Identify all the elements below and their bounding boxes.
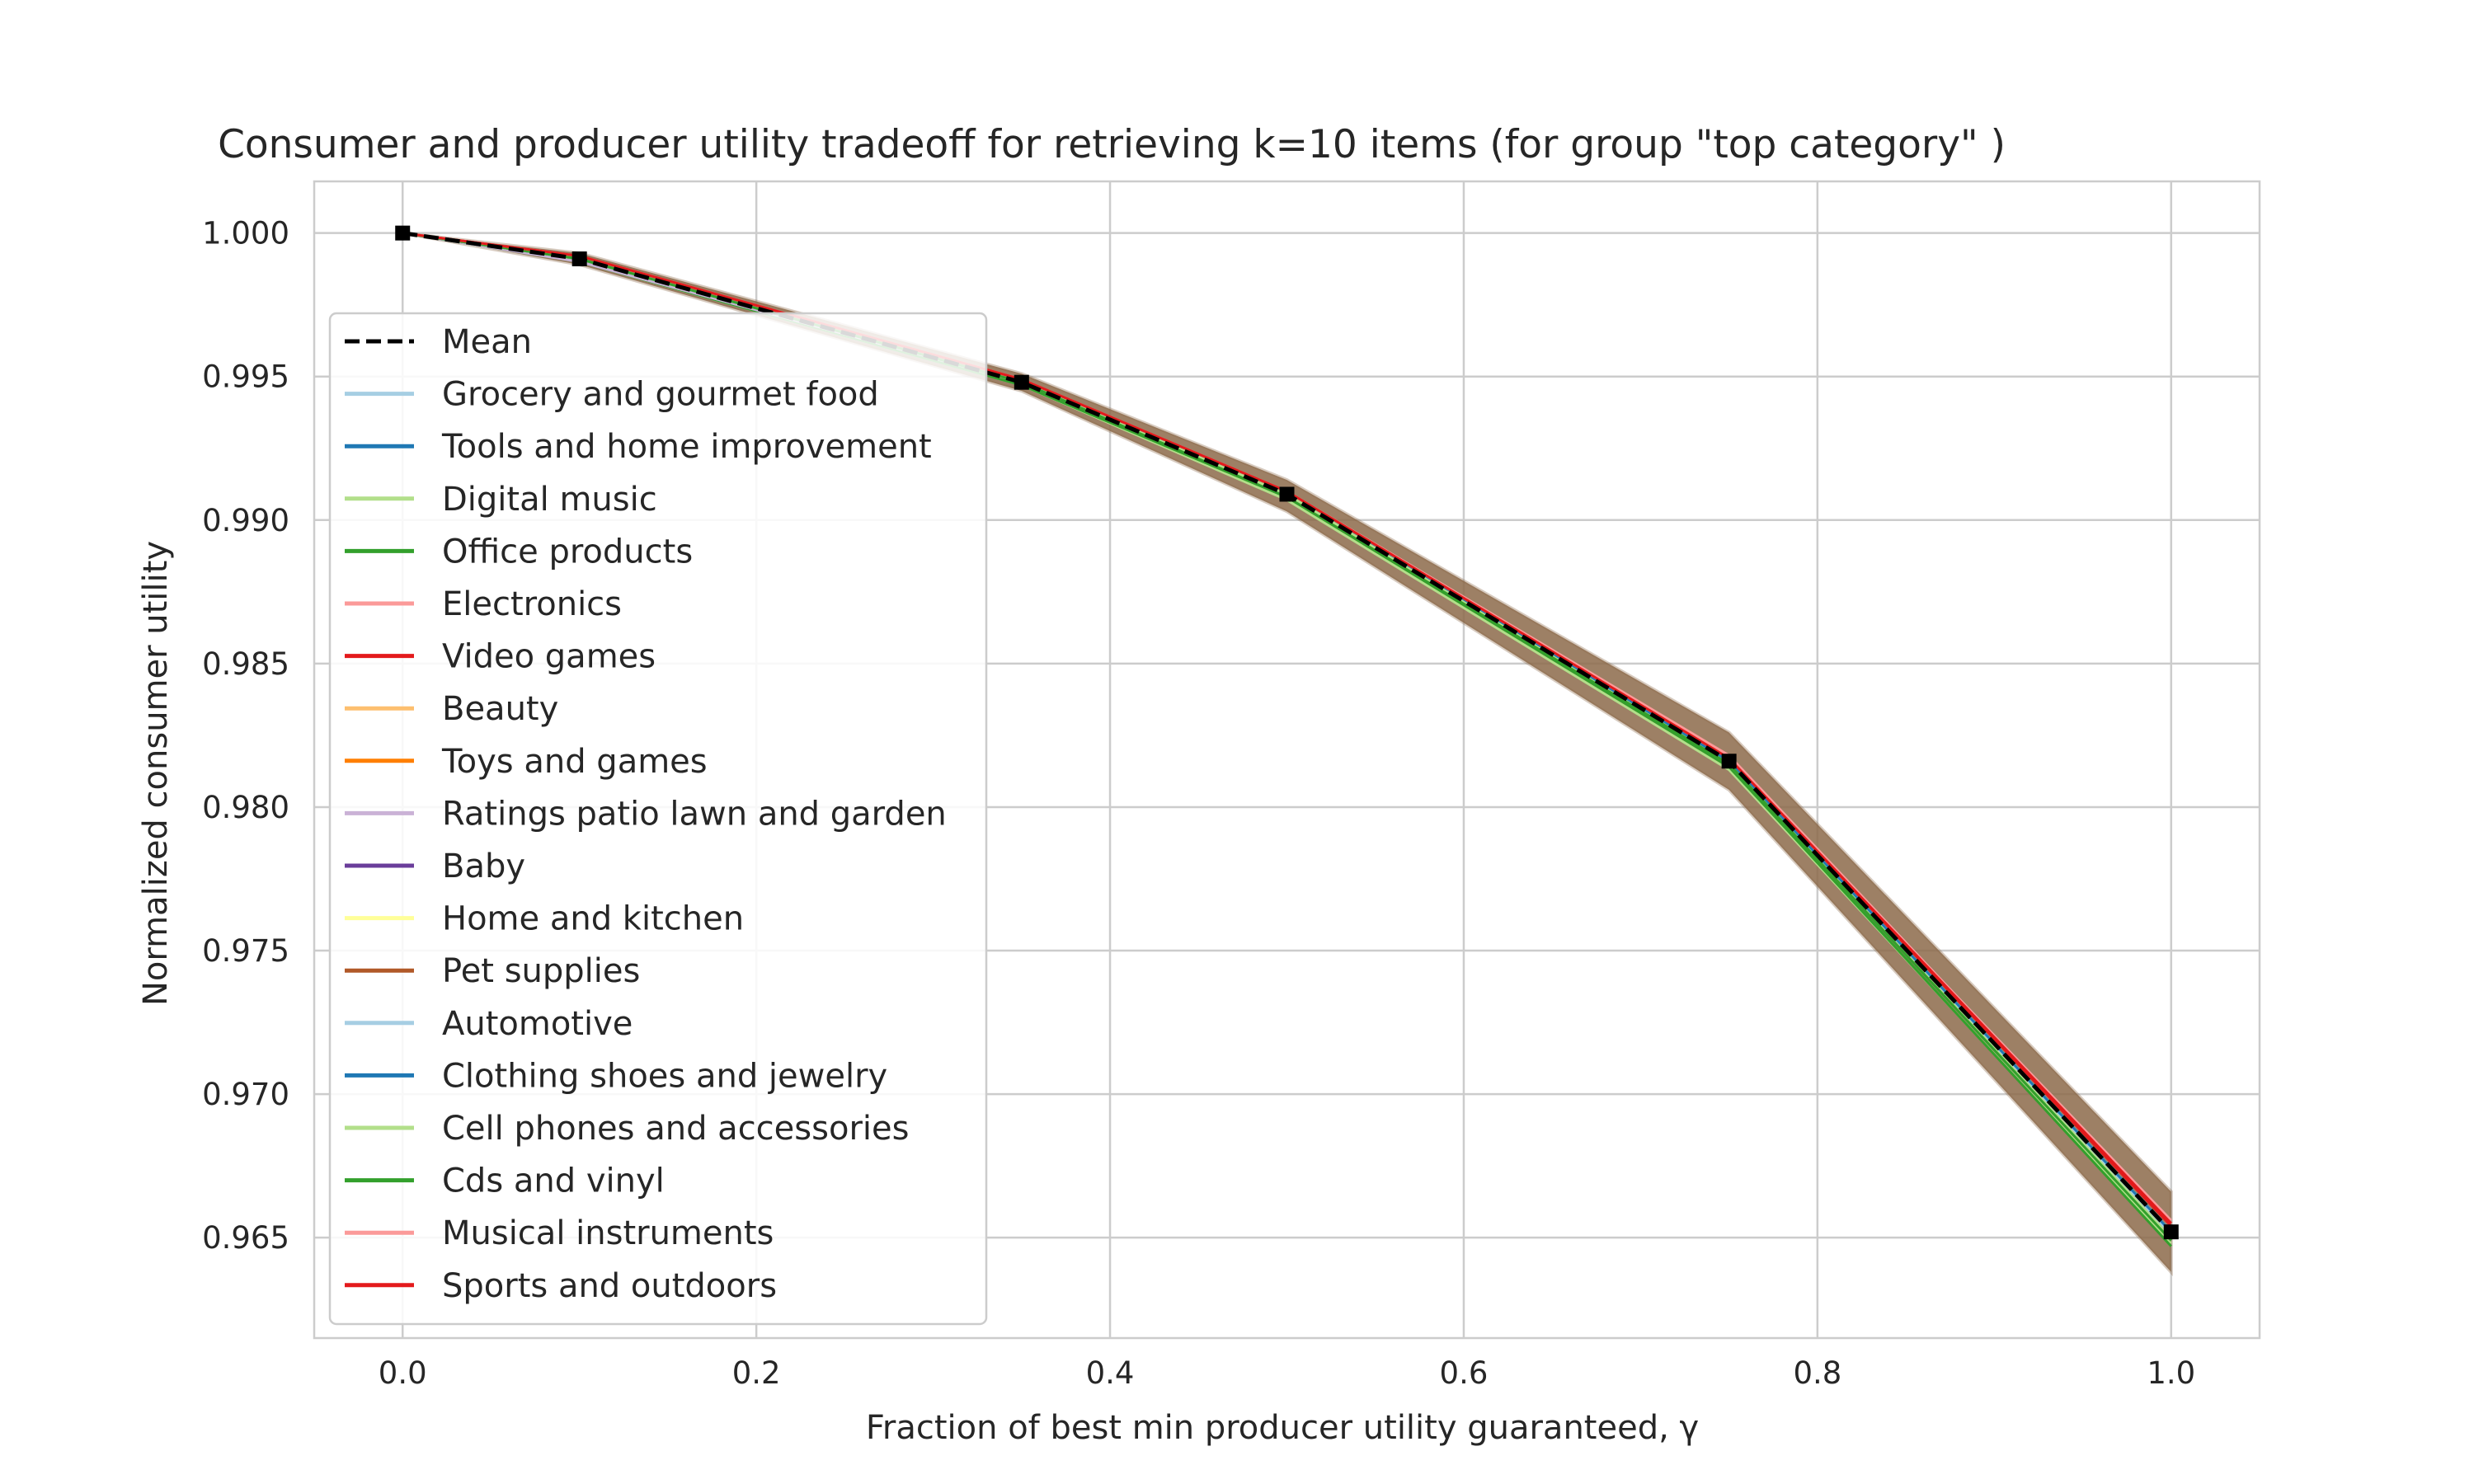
y-tick-label: 0.965 (202, 1220, 289, 1256)
legend-label: Baby (442, 848, 525, 885)
series-line (402, 232, 2172, 1224)
legend-label: Ratings patio lawn and garden (442, 795, 947, 833)
x-tick-label: 0.4 (1086, 1355, 1135, 1391)
legend-label: Digital music (442, 481, 657, 519)
plot-frame (313, 180, 2261, 1340)
legend-label: Sports and outdoors (442, 1267, 777, 1305)
legend-box (328, 312, 988, 1326)
mean-line (402, 231, 2173, 1233)
y-tick-label: 0.990 (202, 503, 289, 538)
y-tick-label: 0.980 (202, 790, 289, 825)
x-tick-label: 1.0 (2147, 1355, 2195, 1391)
legend-label: Video games (442, 638, 656, 676)
mean-marker (1279, 486, 1295, 502)
legend-label: Grocery and gourmet food (442, 376, 879, 414)
legend-label: Cell phones and accessories (442, 1110, 909, 1148)
legend-label: Toys and games (441, 743, 708, 781)
x-axis-label: Fraction of best min producer utility gu… (866, 1409, 1699, 1447)
legend-label: Office products (442, 533, 693, 571)
mean-marker (395, 225, 411, 241)
mean-marker (571, 251, 587, 266)
x-axis-ticks: 0.0 0.2 0.4 0.6 0.8 1.0 (379, 1355, 2195, 1391)
x-tick-label: 0.8 (1793, 1355, 1841, 1391)
legend-label: Cds and vinyl (442, 1162, 665, 1200)
mean-series (395, 225, 2179, 1240)
y-tick-label: 0.985 (202, 646, 289, 682)
legend-label: Home and kitchen (442, 900, 744, 938)
chart-title: Consumer and producer utility tradeoff f… (218, 122, 2006, 167)
x-tick-label: 0.0 (379, 1355, 427, 1391)
x-tick-label: 0.2 (732, 1355, 781, 1391)
legend: Mean Grocery and gourmet food Tools and ho… (328, 312, 988, 1326)
legend-label: Clothing shoes and jewelry (442, 1057, 887, 1095)
y-tick-label: 1.000 (202, 216, 289, 251)
y-axis-ticks: 1.000 0.995 0.990 0.985 0.980 0.975 0.970 0.965 (202, 216, 289, 1256)
legend-label: Automotive (442, 1005, 633, 1043)
mean-marker (2163, 1224, 2179, 1240)
x-tick-label: 0.6 (1440, 1355, 1489, 1391)
legend-label: Musical instruments (442, 1214, 774, 1252)
legend-label: Tools and home improvement (441, 428, 932, 466)
mean-marker (1721, 754, 1737, 769)
legend-label: Beauty (442, 690, 558, 728)
legend-label: Pet supplies (442, 952, 640, 990)
legend-label: Electronics (442, 585, 622, 623)
y-tick-label: 0.975 (202, 933, 289, 969)
y-tick-label: 0.995 (202, 359, 289, 395)
y-tick-label: 0.970 (202, 1077, 289, 1112)
legend-label: Mean (442, 323, 532, 361)
y-axis-label: Normalized consumer utility (137, 541, 175, 1006)
mean-marker (1014, 374, 1029, 390)
